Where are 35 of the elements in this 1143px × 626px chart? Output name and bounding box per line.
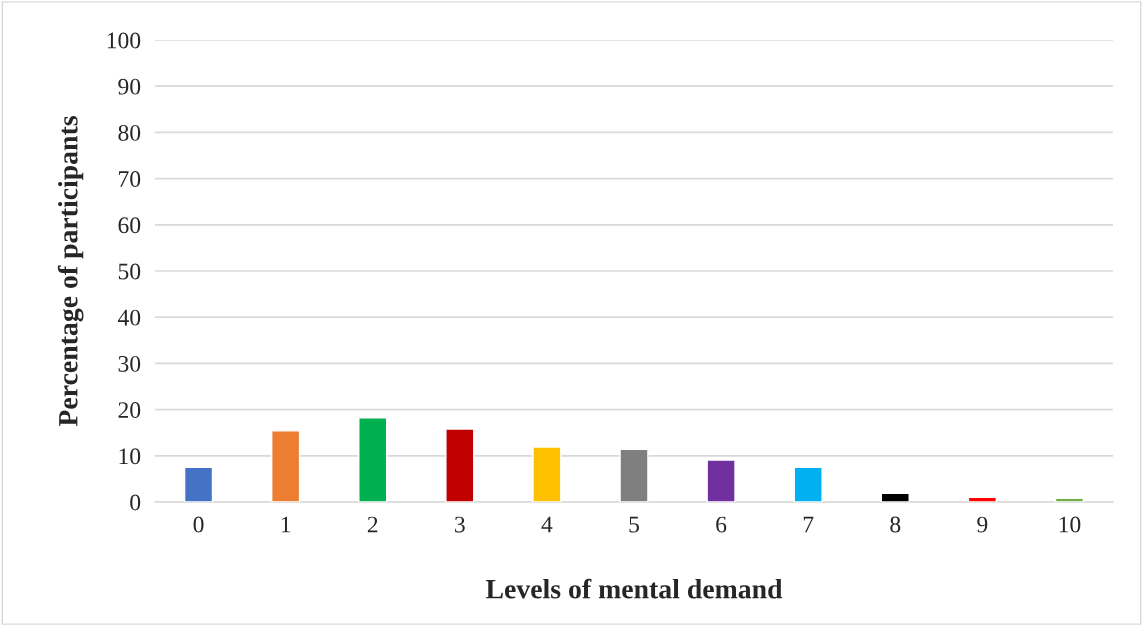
y-tick-label: 0 xyxy=(130,494,141,511)
x-tick-label: 6 xyxy=(716,516,727,533)
x-tick-label: 1 xyxy=(281,516,291,533)
x-tick-label: 0 xyxy=(193,516,204,533)
bar xyxy=(1054,497,1085,502)
bar xyxy=(967,496,997,502)
x-tick-label: 8 xyxy=(890,516,901,533)
y-tick-label: 40 xyxy=(117,309,141,326)
x-tick-label: 2 xyxy=(367,516,378,533)
y-tick-label: 20 xyxy=(118,402,141,419)
x-tick-label: 4 xyxy=(541,516,553,533)
y-axis-title: Percentage of participants xyxy=(57,116,84,427)
bar xyxy=(619,448,649,502)
y-tick-label: 90 xyxy=(118,78,141,95)
x-tick-label: 9 xyxy=(977,516,988,533)
y-tick-label: 80 xyxy=(118,124,141,141)
bar xyxy=(532,446,562,502)
y-tick-label: 100 xyxy=(107,32,141,49)
bar xyxy=(445,428,475,502)
y-tick-label: 10 xyxy=(119,448,141,465)
bar xyxy=(358,417,388,502)
y-tick-label: 30 xyxy=(118,355,141,372)
x-tick-label: 7 xyxy=(803,516,814,533)
x-tick-label: 3 xyxy=(455,516,465,533)
bar xyxy=(793,466,823,502)
y-tick-label: 70 xyxy=(119,171,141,188)
y-tick-label: 50 xyxy=(118,263,141,280)
bar xyxy=(706,459,736,502)
x-axis-title: Levels of mental demand xyxy=(485,578,783,599)
bar xyxy=(271,430,301,502)
bar xyxy=(183,466,214,502)
bar xyxy=(880,492,910,502)
y-tick-label: 60 xyxy=(118,217,141,234)
x-tick-label: 10 xyxy=(1059,516,1081,533)
x-tick-label: 5 xyxy=(629,516,639,533)
